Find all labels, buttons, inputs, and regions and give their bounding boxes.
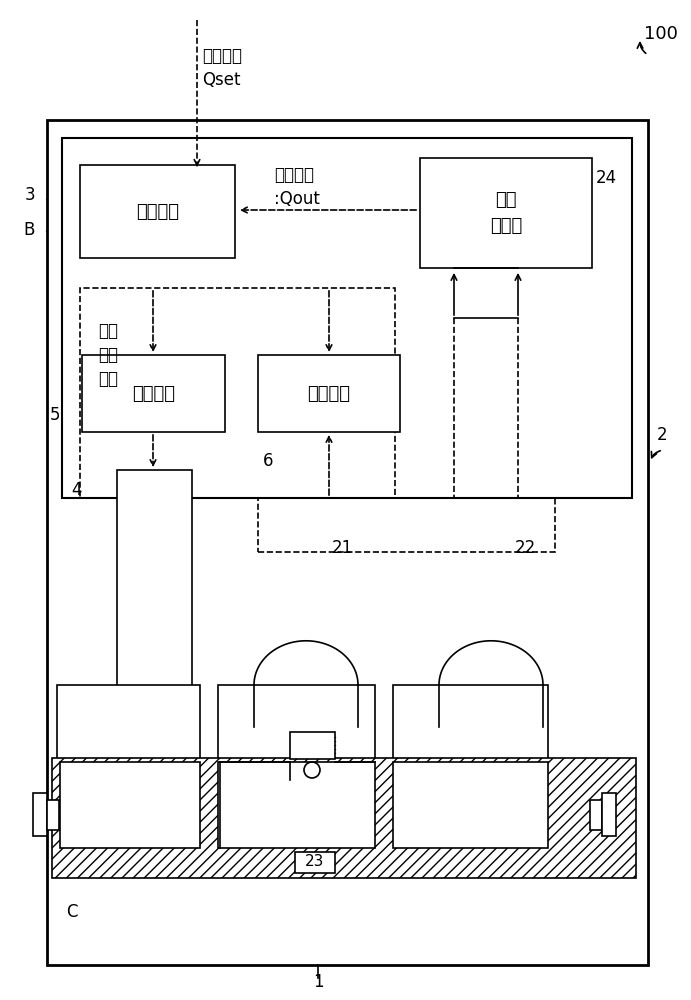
Text: 诊断机构: 诊断机构: [307, 384, 350, 402]
Text: 驱动电路: 驱动电路: [132, 384, 175, 402]
Bar: [117, 470, 192, 688]
Bar: [218, 685, 375, 760]
Text: 2: 2: [657, 426, 668, 444]
FancyArrowPatch shape: [273, 447, 281, 456]
Bar: [60, 762, 200, 848]
Bar: [33, 793, 47, 836]
Text: 1: 1: [313, 973, 323, 991]
Bar: [258, 355, 400, 432]
Text: 阀控制部: 阀控制部: [136, 202, 179, 221]
Text: 流量
计算部: 流量 计算部: [490, 192, 522, 234]
Bar: [602, 793, 616, 836]
Bar: [420, 158, 592, 268]
Bar: [393, 762, 548, 848]
Bar: [62, 138, 632, 498]
Text: 4: 4: [71, 481, 82, 499]
FancyArrowPatch shape: [637, 43, 646, 53]
Bar: [590, 800, 602, 830]
Bar: [290, 732, 335, 759]
Bar: [393, 685, 548, 760]
FancyArrowPatch shape: [47, 231, 60, 236]
Text: 100: 100: [644, 25, 678, 43]
Bar: [47, 120, 648, 965]
Text: 测定流量
:Qout: 测定流量 :Qout: [274, 166, 320, 208]
Bar: [295, 852, 335, 873]
Text: 压电
控制
信号: 压电 控制 信号: [98, 322, 118, 388]
Text: 22: 22: [515, 539, 536, 557]
Text: 指示流量
Qset: 指示流量 Qset: [202, 47, 242, 89]
FancyArrowPatch shape: [89, 499, 114, 513]
Bar: [218, 762, 375, 848]
FancyArrowPatch shape: [47, 200, 61, 207]
Bar: [80, 288, 395, 498]
Bar: [80, 165, 235, 258]
Bar: [52, 758, 636, 878]
Bar: [82, 355, 225, 432]
Text: 6: 6: [263, 452, 273, 470]
Text: 24: 24: [596, 169, 617, 187]
Text: 21: 21: [332, 539, 353, 557]
Bar: [57, 685, 200, 760]
Text: B: B: [23, 221, 35, 239]
FancyArrowPatch shape: [315, 555, 328, 585]
Text: 23: 23: [305, 854, 325, 869]
Bar: [47, 800, 59, 830]
Text: 5: 5: [50, 406, 60, 424]
FancyArrowPatch shape: [652, 451, 661, 458]
FancyArrowPatch shape: [500, 555, 512, 585]
Bar: [258, 498, 555, 552]
Text: C: C: [66, 903, 78, 921]
Text: 3: 3: [24, 186, 35, 204]
